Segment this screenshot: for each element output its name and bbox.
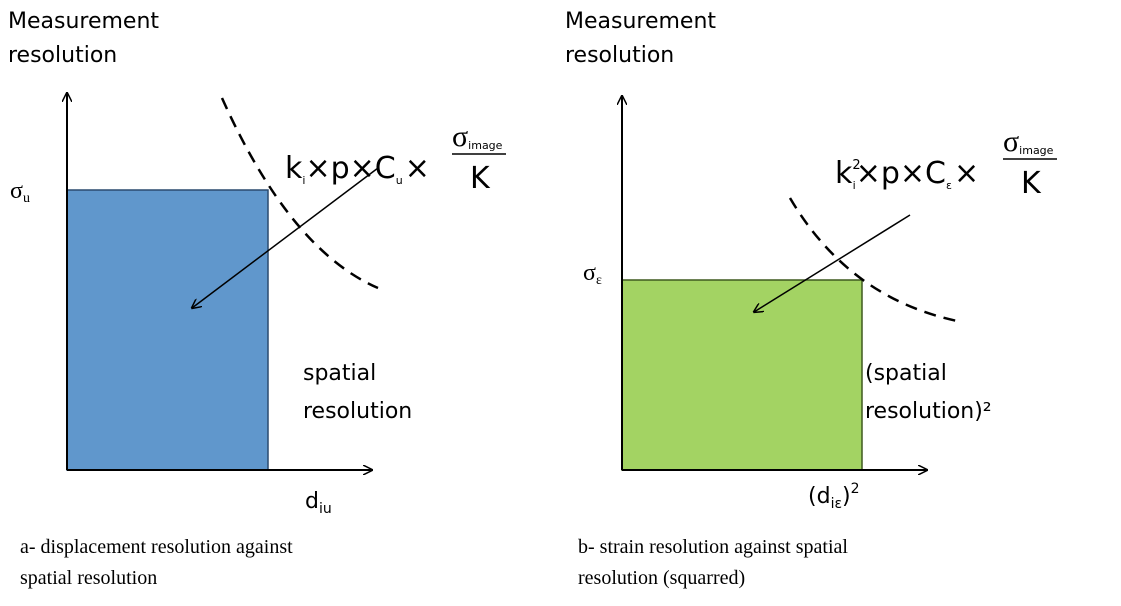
symbol: σ	[10, 178, 23, 204]
times: ×	[405, 151, 430, 186]
y-axis-label-line: Measurement	[565, 9, 716, 34]
numerator: σimage	[1003, 125, 1054, 158]
superscript: 2	[851, 481, 860, 497]
y-axis-label: Measurement	[8, 9, 159, 34]
arrow	[192, 167, 379, 308]
times: ×	[954, 156, 979, 191]
region-label-line: resolution)²	[865, 399, 992, 424]
numerator-subscript: image	[468, 139, 502, 152]
k: k	[835, 156, 853, 191]
region-label: spatial	[303, 361, 376, 386]
y-axis-label: resolution	[565, 43, 674, 68]
y-axis-label-line: Measurement	[8, 9, 159, 34]
middle: ×p×C	[856, 156, 946, 191]
y-axis-label-line: resolution	[565, 43, 674, 68]
caption-line: a- displacement resolution against	[20, 536, 293, 558]
k-subscript: i	[302, 174, 305, 187]
region-label-line: resolution	[303, 399, 412, 424]
open: (	[808, 484, 817, 509]
caption: a- displacement resolution against	[20, 536, 293, 558]
denominator: K	[1021, 166, 1042, 201]
subscript: iε	[831, 496, 842, 512]
y-value-label: σε	[583, 260, 602, 288]
y-axis-label-line: resolution	[8, 43, 117, 68]
k: k	[285, 151, 303, 186]
y-axis-label: Measurement	[565, 9, 716, 34]
region-label-line: spatial	[303, 361, 376, 386]
panel-b	[621, 96, 963, 471]
arrow	[754, 214, 911, 312]
region	[621, 279, 863, 471]
close: )	[842, 484, 851, 509]
k-superscript: 2	[852, 158, 860, 173]
subscript: u	[23, 191, 30, 206]
y-value-label: σu	[10, 178, 30, 206]
numerator-symbol: σ	[1003, 125, 1019, 158]
k-subscript: i	[853, 179, 856, 192]
caption: spatial resolution	[20, 567, 157, 589]
formula: k2 i×p×Cε×	[835, 156, 979, 192]
middle: ×p×C	[305, 151, 395, 186]
curve	[220, 97, 379, 290]
subscript: ε	[596, 273, 602, 288]
panel-a	[66, 93, 379, 471]
numerator: σimage	[452, 120, 503, 153]
subscript: iu	[319, 501, 332, 517]
denominator-text: K	[470, 161, 491, 196]
c-subscript: ε	[946, 179, 952, 192]
region	[66, 189, 269, 471]
base: d	[817, 484, 831, 509]
x-value-label: (diε)2	[808, 481, 860, 512]
region-label: resolution)²	[865, 399, 992, 424]
formula: ki×p×Cu×	[285, 151, 430, 187]
caption-line: b- strain resolution against spatial	[578, 536, 848, 558]
curve	[788, 197, 963, 324]
base: d	[305, 489, 319, 514]
caption: resolution (squarred)	[578, 567, 745, 589]
x-value-label: diu	[305, 489, 332, 517]
region-label-line: (spatial	[865, 361, 947, 386]
caption-line: spatial resolution	[20, 567, 157, 589]
region-label: (spatial	[865, 361, 947, 386]
denominator: K	[470, 161, 491, 196]
y-axis-label: resolution	[8, 43, 117, 68]
region-label: resolution	[303, 399, 412, 424]
caption-line: resolution (squarred)	[578, 567, 745, 589]
caption: b- strain resolution against spatial	[578, 536, 848, 558]
denominator-text: K	[1021, 166, 1042, 201]
c-subscript: u	[396, 174, 403, 187]
numerator-subscript: image	[1019, 144, 1053, 157]
numerator-symbol: σ	[452, 120, 468, 153]
symbol: σ	[583, 260, 596, 286]
